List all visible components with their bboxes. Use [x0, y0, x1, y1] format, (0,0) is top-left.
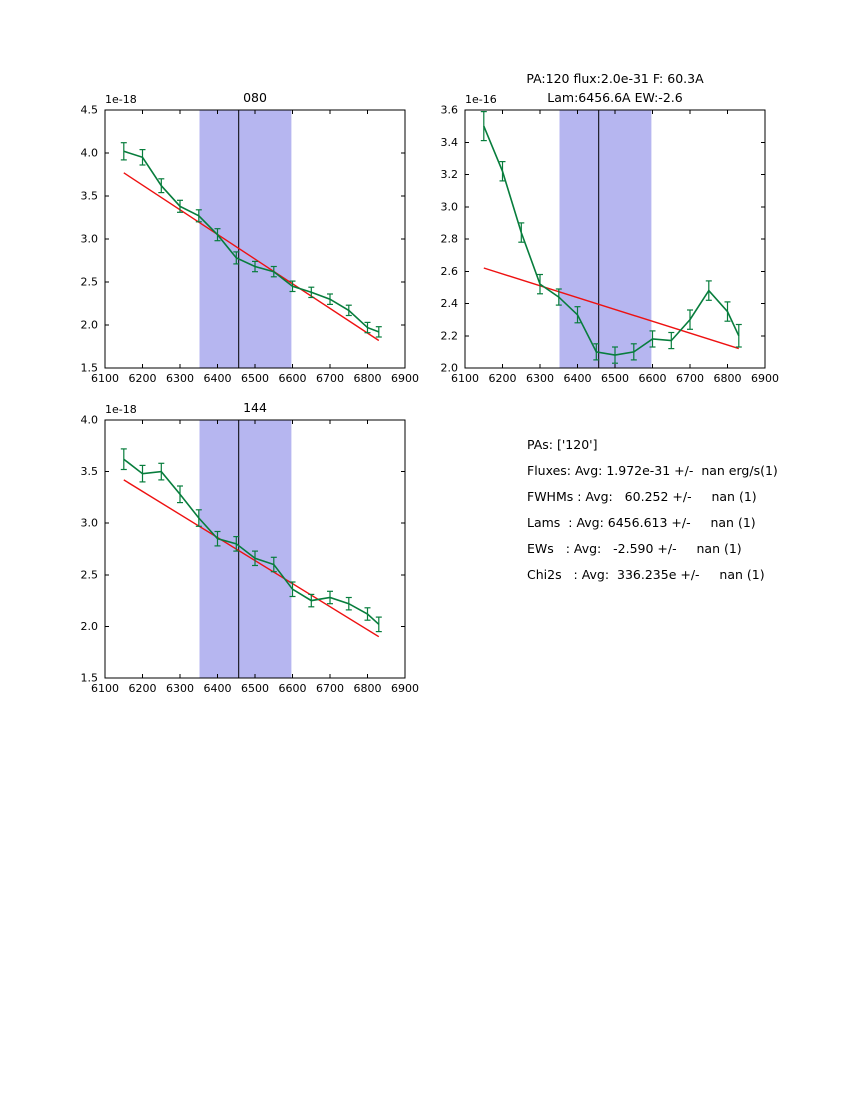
svg-text:2.8: 2.8 [441, 233, 459, 246]
svg-text:6600: 6600 [279, 682, 307, 695]
chart-title: 144 [243, 400, 267, 415]
svg-text:2.2: 2.2 [441, 329, 459, 342]
svg-text:3.5: 3.5 [81, 190, 99, 203]
svg-text:6500: 6500 [241, 372, 269, 385]
spectrum-plot-080-svg: 6100 6200 6300 6400 6500 6600 6700 6800 6900 1.5 2… [81, 90, 420, 386]
svg-text:6200: 6200 [129, 372, 157, 385]
highlight-band [199, 110, 292, 368]
svg-text:6600: 6600 [639, 372, 667, 385]
tick-labels: 6100 6200 6300 6400 6500 6600 6700 6800 6900 1.5 2… [81, 414, 420, 696]
svg-text:4.5: 4.5 [81, 104, 99, 117]
svg-text:1.5: 1.5 [81, 672, 99, 685]
svg-text:3.5: 3.5 [81, 465, 99, 478]
svg-text:3.4: 3.4 [441, 136, 459, 149]
svg-text:6500: 6500 [241, 682, 269, 695]
spectrum-plot-144: 6100 6200 6300 6400 6500 6600 6700 6800 6900 1.5 2… [45, 375, 425, 705]
svg-text:2.0: 2.0 [441, 362, 459, 375]
spectrum-plot-080: 6100 6200 6300 6400 6500 6600 6700 6800 6900 1.5 2… [45, 65, 425, 395]
axis-offset-label: 1e-16 [465, 93, 497, 106]
fit-line [123, 479, 380, 638]
error-bars [480, 110, 742, 364]
svg-text:Lam:6456.6A EW:-2.6: Lam:6456.6A EW:-2.6 [547, 90, 682, 105]
axes-frame [464, 109, 766, 369]
svg-text:6400: 6400 [204, 372, 232, 385]
svg-text:6900: 6900 [391, 372, 419, 385]
svg-text:6200: 6200 [489, 372, 517, 385]
svg-text:2.6: 2.6 [441, 265, 459, 278]
svg-text:2.5: 2.5 [81, 276, 99, 289]
svg-text:3.6: 3.6 [441, 104, 459, 117]
svg-text:6400: 6400 [204, 682, 232, 695]
chart-title: PA:120 flux:2.0e-31 F: 60.3A Lam:6456.6A … [526, 71, 704, 105]
spectrum-plot-pa120: 6100 6200 6300 6400 6500 6600 6700 6800 6900 2.0 2… [405, 65, 785, 395]
axis-offset-label: 1e-18 [105, 403, 137, 416]
summary-line-fluxes: Fluxes: Avg: 1.972e-31 +/- nan erg/s(1) [527, 463, 778, 478]
svg-text:6300: 6300 [526, 372, 554, 385]
axes-frame [104, 109, 406, 369]
svg-text:6500: 6500 [601, 372, 629, 385]
svg-text:3.0: 3.0 [441, 200, 459, 213]
svg-text:144: 144 [243, 400, 267, 415]
svg-text:6400: 6400 [564, 372, 592, 385]
highlight-band [559, 110, 652, 368]
svg-text:3.2: 3.2 [441, 168, 459, 181]
svg-text:6700: 6700 [316, 372, 344, 385]
svg-text:6300: 6300 [166, 372, 194, 385]
svg-text:6100: 6100 [91, 682, 119, 695]
spectrum-plot-pa120-svg: 6100 6200 6300 6400 6500 6600 6700 6800 6900 2.0 2… [441, 71, 780, 386]
svg-text:6900: 6900 [391, 682, 419, 695]
summary-line-fwhms: FWHMs : Avg: 60.252 +/- nan (1) [527, 489, 757, 504]
error-bars [120, 142, 382, 338]
svg-text:6600: 6600 [279, 372, 307, 385]
error-bars [120, 448, 382, 633]
svg-text:6800: 6800 [714, 372, 742, 385]
fit-line [123, 172, 380, 342]
tick-labels: 6100 6200 6300 6400 6500 6600 6700 6800 6900 2.0 2… [441, 104, 780, 386]
svg-text:1e-18: 1e-18 [105, 93, 137, 106]
fit-summary: PAs: ['120'] Fluxes: Avg: 1.972e-31 +/- … [527, 432, 778, 588]
svg-text:6700: 6700 [676, 372, 704, 385]
svg-text:1.5: 1.5 [81, 362, 99, 375]
svg-text:6100: 6100 [451, 372, 479, 385]
svg-text:6900: 6900 [751, 372, 779, 385]
svg-text:6800: 6800 [354, 372, 382, 385]
fit-line [483, 267, 740, 350]
svg-text:6300: 6300 [166, 682, 194, 695]
svg-text:3.0: 3.0 [81, 233, 99, 246]
svg-text:080: 080 [243, 90, 267, 105]
svg-text:6100: 6100 [91, 372, 119, 385]
svg-text:2.5: 2.5 [81, 568, 99, 581]
svg-text:6700: 6700 [316, 682, 344, 695]
svg-text:PA:120 flux:2.0e-31 F: 60.3A: PA:120 flux:2.0e-31 F: 60.3A [526, 71, 704, 86]
axes-frame [104, 419, 406, 679]
svg-text:2.0: 2.0 [81, 620, 99, 633]
summary-line-pas: PAs: ['120'] [527, 437, 598, 452]
svg-text:6800: 6800 [354, 682, 382, 695]
axis-offset-label: 1e-18 [105, 93, 137, 106]
summary-line-chi2s: Chi2s : Avg: 336.235e +/- nan (1) [527, 567, 765, 582]
svg-text:3.0: 3.0 [81, 517, 99, 530]
svg-text:2.4: 2.4 [441, 297, 459, 310]
highlight-band [199, 420, 292, 678]
summary-line-ews: EWs : Avg: -2.590 +/- nan (1) [527, 541, 742, 556]
chart-title: 080 [243, 90, 267, 105]
svg-text:6200: 6200 [129, 682, 157, 695]
svg-text:4.0: 4.0 [81, 414, 99, 427]
svg-text:2.0: 2.0 [81, 319, 99, 332]
summary-line-lams: Lams : Avg: 6456.613 +/- nan (1) [527, 515, 756, 530]
svg-text:1e-16: 1e-16 [465, 93, 497, 106]
tick-labels: 6100 6200 6300 6400 6500 6600 6700 6800 6900 1.5 2… [81, 104, 420, 386]
svg-text:1e-18: 1e-18 [105, 403, 137, 416]
spectrum-plot-144-svg: 6100 6200 6300 6400 6500 6600 6700 6800 6900 1.5 2… [81, 400, 420, 696]
svg-text:4.0: 4.0 [81, 147, 99, 160]
